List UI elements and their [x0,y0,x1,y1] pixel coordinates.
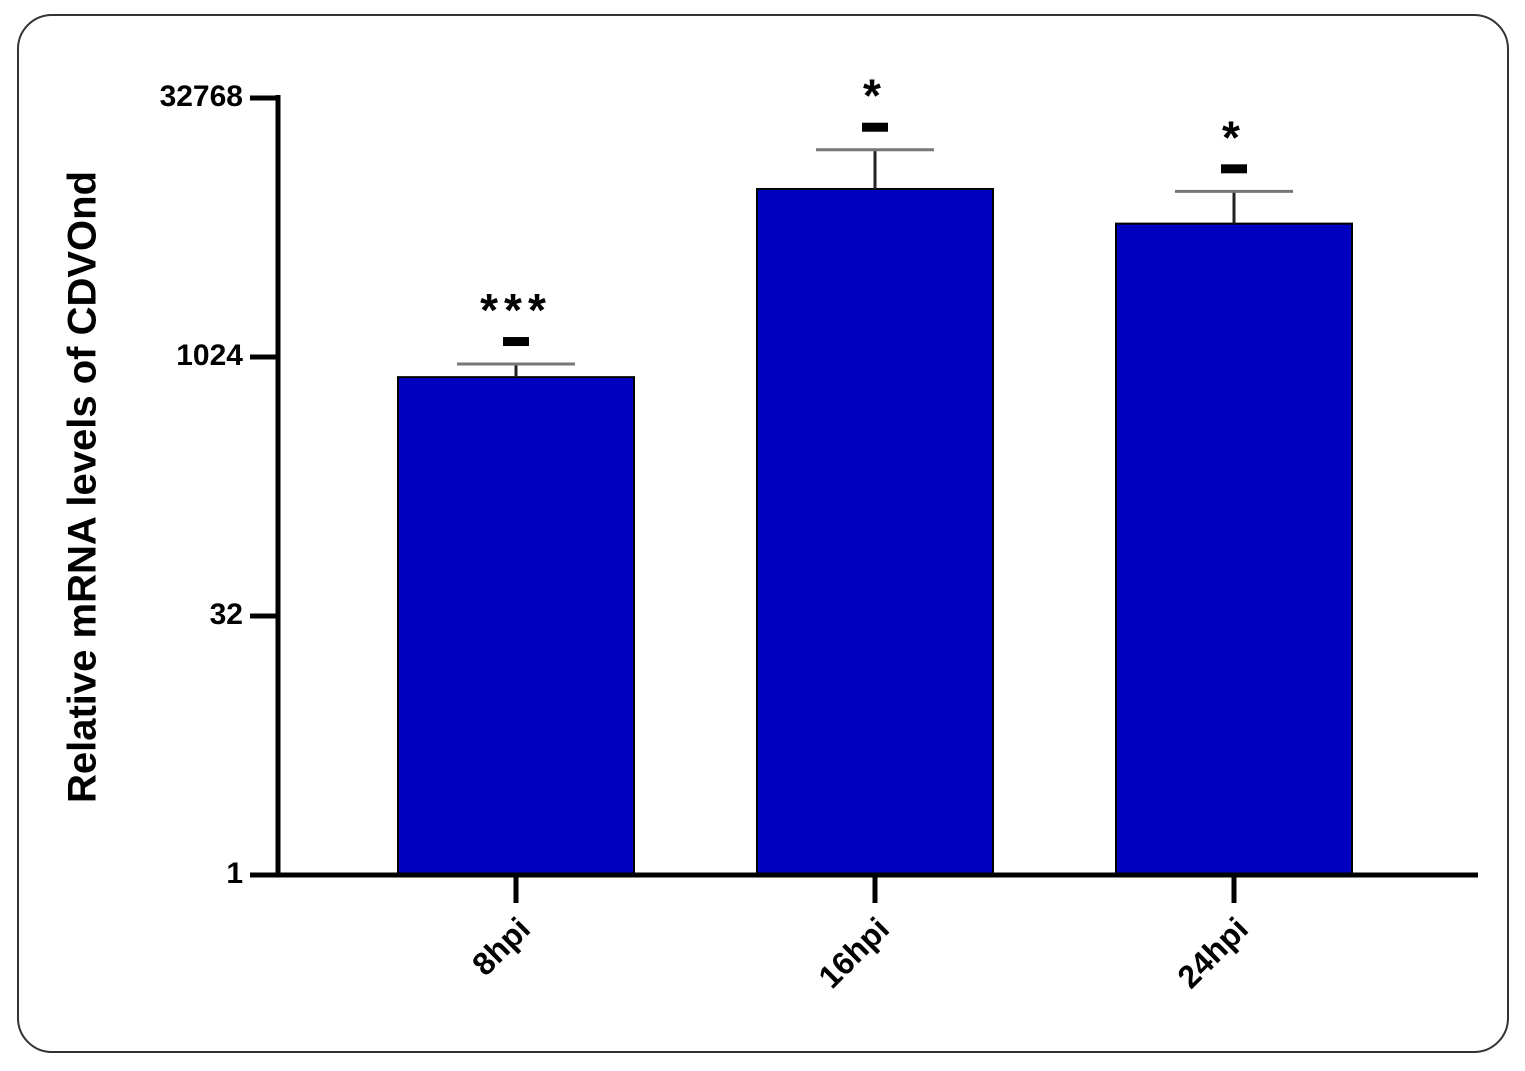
bar [397,376,635,876]
y-tick-label: 32768 [160,80,243,113]
significance-label: * [1222,111,1246,163]
significance-dash [862,122,888,132]
y-tick-label: 1 [226,857,243,890]
bar [756,187,994,876]
significance-label: *** [480,284,552,336]
y-tick-label: 1024 [176,339,243,372]
significance-label: * [863,70,887,122]
y-axis-label: Relative mRNA levels of CDVOnd [61,171,105,803]
significance-dash [1221,164,1247,174]
bar [1115,222,1353,877]
y-tick-label: 32 [210,598,243,631]
significance-dash [503,337,529,347]
